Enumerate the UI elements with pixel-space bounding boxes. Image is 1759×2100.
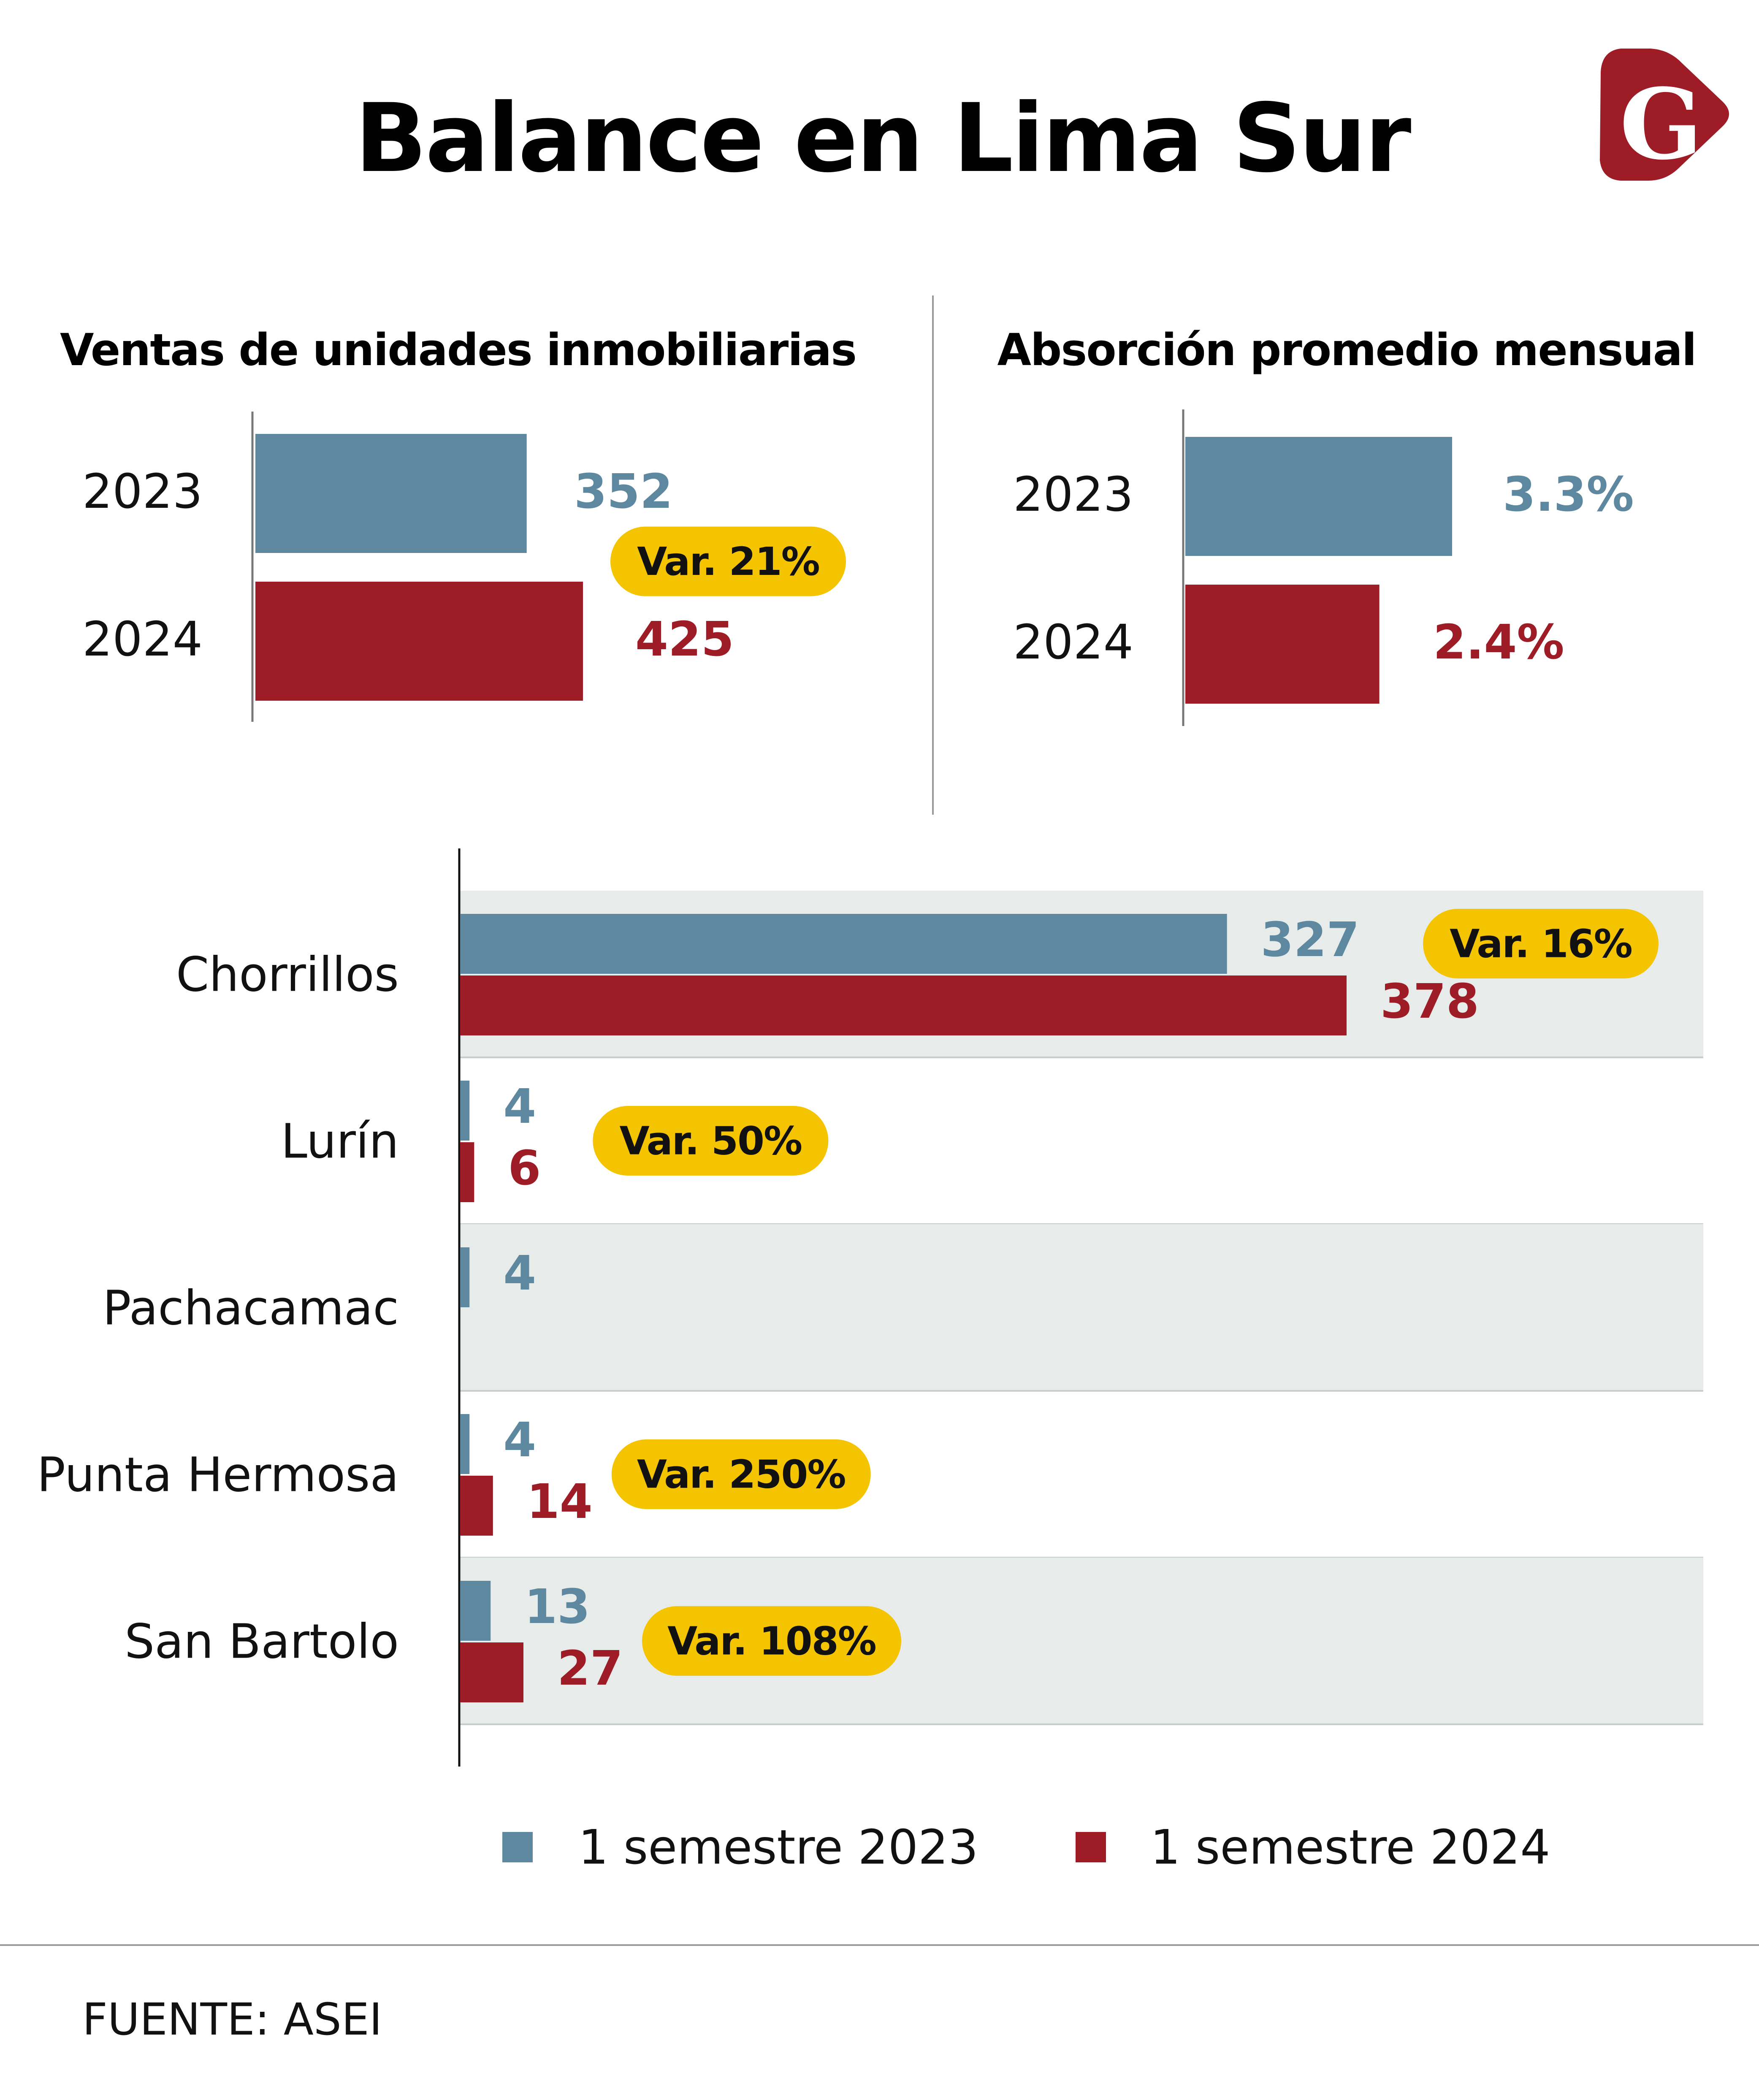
chart3-bar-lur-n-2023 <box>460 1081 470 1141</box>
chart3-category-pachacamac: Pachacamac <box>103 1281 399 1336</box>
chart3-value-san-bartolo-2024: 27 <box>557 1641 623 1696</box>
chart2-value-2024: 2.4% <box>1433 615 1564 670</box>
chart1-title: Ventas de unidades inmobiliarias <box>60 324 856 376</box>
chart3-variation-punta-hermosa-badge <box>611 1439 871 1509</box>
chart1-category-2024: 2024 <box>82 612 203 667</box>
chart1-value-2023: 352 <box>574 464 673 519</box>
chart3-bar-san-bartolo-2024 <box>460 1642 523 1702</box>
chart3-category-chorrillos: Chorrillos <box>176 948 399 1003</box>
chart2-marks: 2023 3.3% 2024 2.4% <box>1013 437 1634 704</box>
chart1-bar-2023 <box>255 434 527 553</box>
chart1-category-2023: 2023 <box>82 464 203 519</box>
chart2-title: Absorción promedio mensual <box>997 324 1696 376</box>
chart3-variation-lur-n-badge-label: Var. 50% <box>619 1119 802 1164</box>
chart3-bar-pachacamac-2023 <box>460 1247 470 1307</box>
chart3-value-lur-n-2023: 4 <box>503 1079 536 1134</box>
chart3-category-lur-n: Lurín <box>281 1114 399 1169</box>
chart3-bar-punta-hermosa-2023 <box>460 1414 470 1474</box>
legend-swatch-2023 <box>502 1832 533 1862</box>
chart3-bar-chorrillos-2023 <box>460 914 1227 974</box>
band-pachacamac <box>460 1224 1703 1391</box>
chart1-bar-2024 <box>255 582 583 701</box>
logo-letter: G <box>1620 68 1702 182</box>
chart1-variation-badge <box>610 526 846 596</box>
chart2-bar-2024 <box>1185 585 1380 704</box>
chart3-bar-lur-n-2024 <box>460 1142 474 1202</box>
chart2-category-2023: 2023 <box>1013 467 1133 522</box>
chart3-bar-punta-hermosa-2024 <box>460 1476 493 1536</box>
legend-swatch-2024 <box>1076 1832 1106 1862</box>
chart3-category-san-bartolo: San Bartolo <box>125 1615 399 1669</box>
chart3-variation-san-bartolo-badge-label: Var. 108% <box>667 1619 876 1664</box>
chart3-marks: Chorrillos 327 378 Var. 16% Lurín 4 6 Var. 50% P… <box>37 909 1659 1702</box>
chart3-bar-chorrillos-2024 <box>460 975 1347 1035</box>
chart3-value-punta-hermosa-2024: 14 <box>527 1474 593 1529</box>
chart3-variation-chorrillos-badge-label: Var. 16% <box>1450 921 1632 967</box>
legend-label-2024: 1 semestre 2024 <box>1150 1820 1550 1875</box>
chart3-variation-chorrillos-badge <box>1423 909 1659 978</box>
chart3-bar-san-bartolo-2023 <box>460 1581 491 1641</box>
chart3-value-san-bartolo-2023: 13 <box>524 1580 590 1634</box>
chart3-value-chorrillos-2024: 378 <box>1380 974 1479 1029</box>
chart3-value-chorrillos-2023: 327 <box>1261 913 1360 967</box>
chart1-variation-badge-label: Var. 21% <box>637 539 819 584</box>
source-note: FUENTE: ASEI <box>82 1994 382 2045</box>
logo-icon: G <box>1600 49 1729 182</box>
chart3-variation-lur-n-badge <box>593 1106 829 1176</box>
chart2-value-2023: 3.3% <box>1503 467 1634 522</box>
chart1-value-2024: 425 <box>635 612 734 667</box>
chart3-value-lur-n-2024: 6 <box>508 1141 541 1196</box>
chart3-category-punta-hermosa: Punta Hermosa <box>37 1448 399 1503</box>
chart1-marks: 2023 352 2024 425 Var. 21% <box>82 434 846 701</box>
chart3-variation-san-bartolo-badge <box>642 1606 901 1676</box>
chart2-bar-2023 <box>1185 437 1452 556</box>
chart3-variation-punta-hermosa-badge-label: Var. 250% <box>637 1452 846 1497</box>
page-title: Balance en Lima Sur <box>355 83 1411 193</box>
legend-label-2023: 1 semestre 2023 <box>578 1820 978 1875</box>
chart2-category-2024: 2024 <box>1013 615 1133 670</box>
chart3-value-pachacamac-2023: 4 <box>503 1246 536 1301</box>
chart3-value-punta-hermosa-2023: 4 <box>503 1413 536 1468</box>
